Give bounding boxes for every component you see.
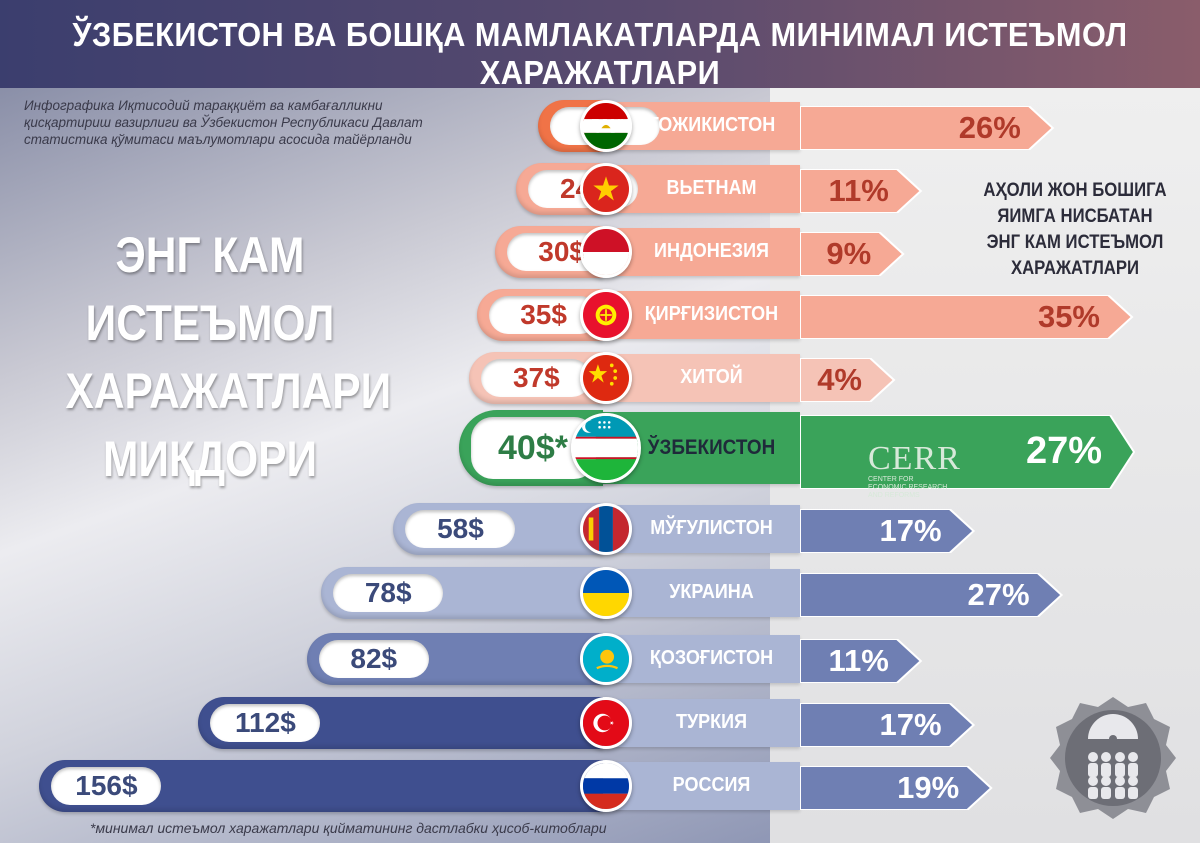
flag-icon-china	[580, 352, 632, 404]
right-legend: АҲОЛИ ЖОН БОШИГА ЯИМГА НИСБАТАН ЭНГ КАМ …	[974, 178, 1176, 282]
cerr-logo: CERR	[868, 440, 961, 477]
flag-icon-vietnam	[580, 163, 632, 215]
left-title-line-2: ИСТЕЪМОЛ	[85, 295, 335, 351]
cost-value-label: 112$	[210, 704, 321, 742]
percent-arrow	[799, 702, 976, 748]
flag-icon-kazakhstan	[580, 633, 632, 685]
footnote: *минимал истеъмол харажатлари қийматинин…	[90, 820, 607, 836]
percent-value-label: 27%	[967, 577, 1030, 612]
ministry-logo-icon	[1048, 693, 1178, 828]
percent-value-label: 17%	[879, 513, 942, 548]
right-legend-line-2: ЯИМГА НИСБАТАН	[997, 206, 1153, 227]
percent-value-label: 17%	[879, 707, 942, 742]
percent-value-label: 19%	[897, 770, 960, 805]
flag-icon-tajikistan	[580, 100, 632, 152]
bar-stem	[603, 505, 800, 553]
country-name: ЎЗБЕКИСТОН	[647, 436, 776, 459]
flag-icon-turkey	[580, 697, 632, 749]
source-note: Инфографика Иқтисодий тараққиёт ва камба…	[24, 98, 423, 147]
percent-arrow	[799, 105, 1055, 151]
country-name: УКРАИНА	[669, 581, 754, 603]
percent-value-label: 35%	[1037, 299, 1100, 334]
percent-value-label: 9%	[826, 236, 872, 271]
flag-icon-ukraine	[580, 567, 632, 619]
flag-icon-mongolia	[580, 503, 632, 555]
bar-stem	[603, 569, 800, 617]
percent-arrow	[799, 414, 1136, 490]
percent-value-label: 4%	[817, 362, 862, 397]
percent-arrow	[799, 638, 923, 684]
cerr-logo-subtitle: CENTER FOR ECONOMIC RESEARCH AND REFORMS	[868, 476, 948, 499]
country-name: ХИТОЙ	[680, 366, 743, 388]
bar-stem	[603, 354, 800, 402]
country-name: ВЬЕТНАМ	[666, 177, 757, 199]
flag-icon-russia	[580, 760, 632, 812]
country-name: МЎҒУЛИСТОН	[650, 517, 773, 539]
country-name: ҚОЗОҒИСТОН	[649, 647, 774, 669]
cost-value-label: 78$	[333, 574, 444, 612]
percent-arrow	[799, 572, 1064, 618]
cost-value-label: 156$	[51, 767, 162, 805]
percent-value-label: 27%	[1025, 430, 1102, 472]
percent-value-label: 11%	[828, 173, 889, 208]
left-title-line-3: ХАРАЖАТЛАРИ	[65, 363, 392, 419]
percent-value-label: 11%	[828, 643, 889, 678]
right-legend-line-4: ХАРАЖАТЛАРИ	[1010, 258, 1140, 279]
flag-icon-indonesia	[580, 226, 632, 278]
percent-arrow	[799, 765, 993, 811]
right-legend-line-1: АҲОЛИ ЖОН БОШИГА	[983, 180, 1167, 201]
bar-stem	[603, 699, 800, 747]
right-legend-line-3: ЭНГ КАМ ИСТЕЪМОЛ	[986, 232, 1164, 253]
bar-stem	[603, 762, 800, 810]
country-name: ҚИРҒИЗИСТОН	[644, 303, 779, 325]
flag-icon-kyrgyzstan	[580, 289, 632, 341]
cost-value-label: 82$	[318, 640, 429, 678]
percent-arrow	[799, 357, 896, 403]
header-banner: ЎЗБЕКИСТОН ВА БОШҚА МАМЛАКАТЛАРДА МИНИМА…	[0, 0, 1200, 91]
percent-arrow	[799, 294, 1134, 340]
percent-value-label: 26%	[958, 110, 1021, 145]
cost-value-label: 37$	[481, 359, 592, 397]
country-name: ИНДОНЕЗИЯ	[654, 240, 769, 262]
percent-arrow	[799, 231, 905, 277]
bar-stem	[603, 291, 800, 339]
country-name: ТУРКИЯ	[675, 711, 748, 733]
country-name: РОССИЯ	[672, 774, 751, 796]
percent-arrow	[799, 168, 923, 214]
left-title-line-4: МИҚДОРИ	[102, 431, 318, 487]
left-title-line-1: ЭНГ КАМ	[115, 227, 305, 283]
cost-value-label: 58$	[405, 510, 516, 548]
bar-stem	[603, 635, 800, 683]
country-name: ТОЖИКИСТОН	[647, 114, 776, 136]
percent-arrow	[799, 508, 976, 554]
bar-stem	[603, 228, 800, 276]
flag-icon-uzbekistan	[571, 413, 641, 483]
page-title: ЎЗБЕКИСТОН ВА БОШҚА МАМЛАКАТЛАРДА МИНИМА…	[72, 16, 1128, 91]
